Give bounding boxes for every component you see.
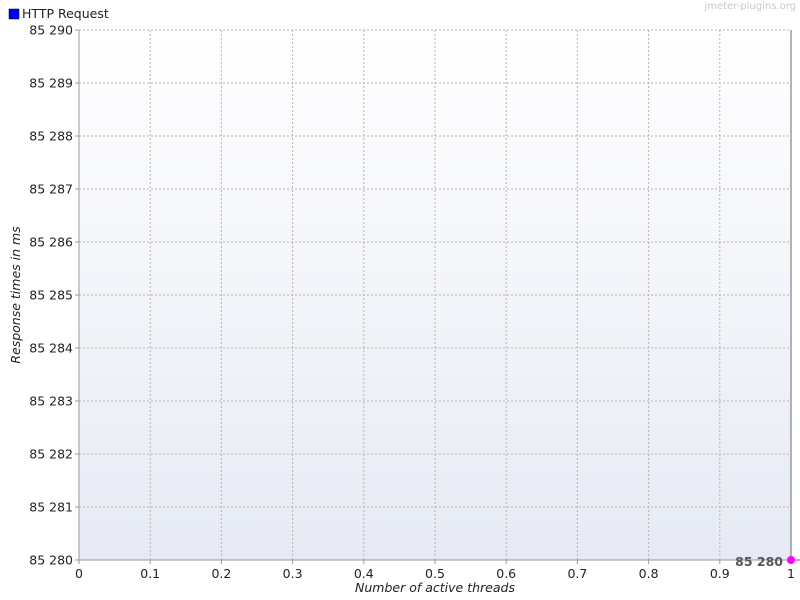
x-tick-label: 0.8 (639, 566, 659, 581)
y-tick-label: 85 281 (29, 500, 73, 515)
y-tick-label: 85 289 (29, 76, 73, 91)
grid (79, 29, 791, 560)
x-tick-label: 1 (787, 566, 795, 581)
x-tick-label: 0.2 (211, 566, 231, 581)
data-point (787, 556, 795, 564)
y-tick-label: 85 284 (29, 341, 73, 356)
y-axis-ticks: 85 280 85 281 85 282 85 283 85 284 85 285 85 2… (29, 23, 79, 568)
x-tick-label: 0.5 (425, 566, 445, 581)
y-tick-label: 85 286 (29, 235, 73, 250)
x-axis-title: Number of active threads (355, 580, 515, 595)
x-tick-label: 0.9 (710, 566, 730, 581)
x-axis-ticks: 0 0.1 0.2 0.3 0.4 0.5 0.6 0.7 0.8 0.9 1 (75, 560, 795, 581)
data-point-label: 85 280 (735, 554, 783, 569)
watermark: jmeter-plugins.org (703, 1, 796, 12)
y-tick-label: 85 283 (29, 394, 73, 409)
x-tick-label: 0.4 (354, 566, 374, 581)
x-tick-label: 0 (75, 566, 83, 581)
x-tick-label: 0.1 (140, 566, 160, 581)
x-tick-label: 0.7 (567, 566, 587, 581)
y-tick-label: 85 285 (29, 288, 73, 303)
x-tick-label: 0.3 (283, 566, 303, 581)
y-tick-label: 85 287 (29, 182, 73, 197)
legend-label: HTTP Request (22, 6, 109, 21)
legend-swatch (8, 8, 20, 20)
legend: HTTP Request (8, 6, 109, 21)
y-axis-title: Response times in ms (8, 226, 23, 364)
series-layer: 85 280 (735, 554, 800, 569)
y-tick-label: 85 290 (29, 23, 73, 38)
x-tick-label: 0.6 (496, 566, 516, 581)
y-tick-label: 85 282 (29, 447, 73, 462)
y-tick-label: 85 280 (29, 553, 73, 568)
y-tick-label: 85 288 (29, 129, 73, 144)
